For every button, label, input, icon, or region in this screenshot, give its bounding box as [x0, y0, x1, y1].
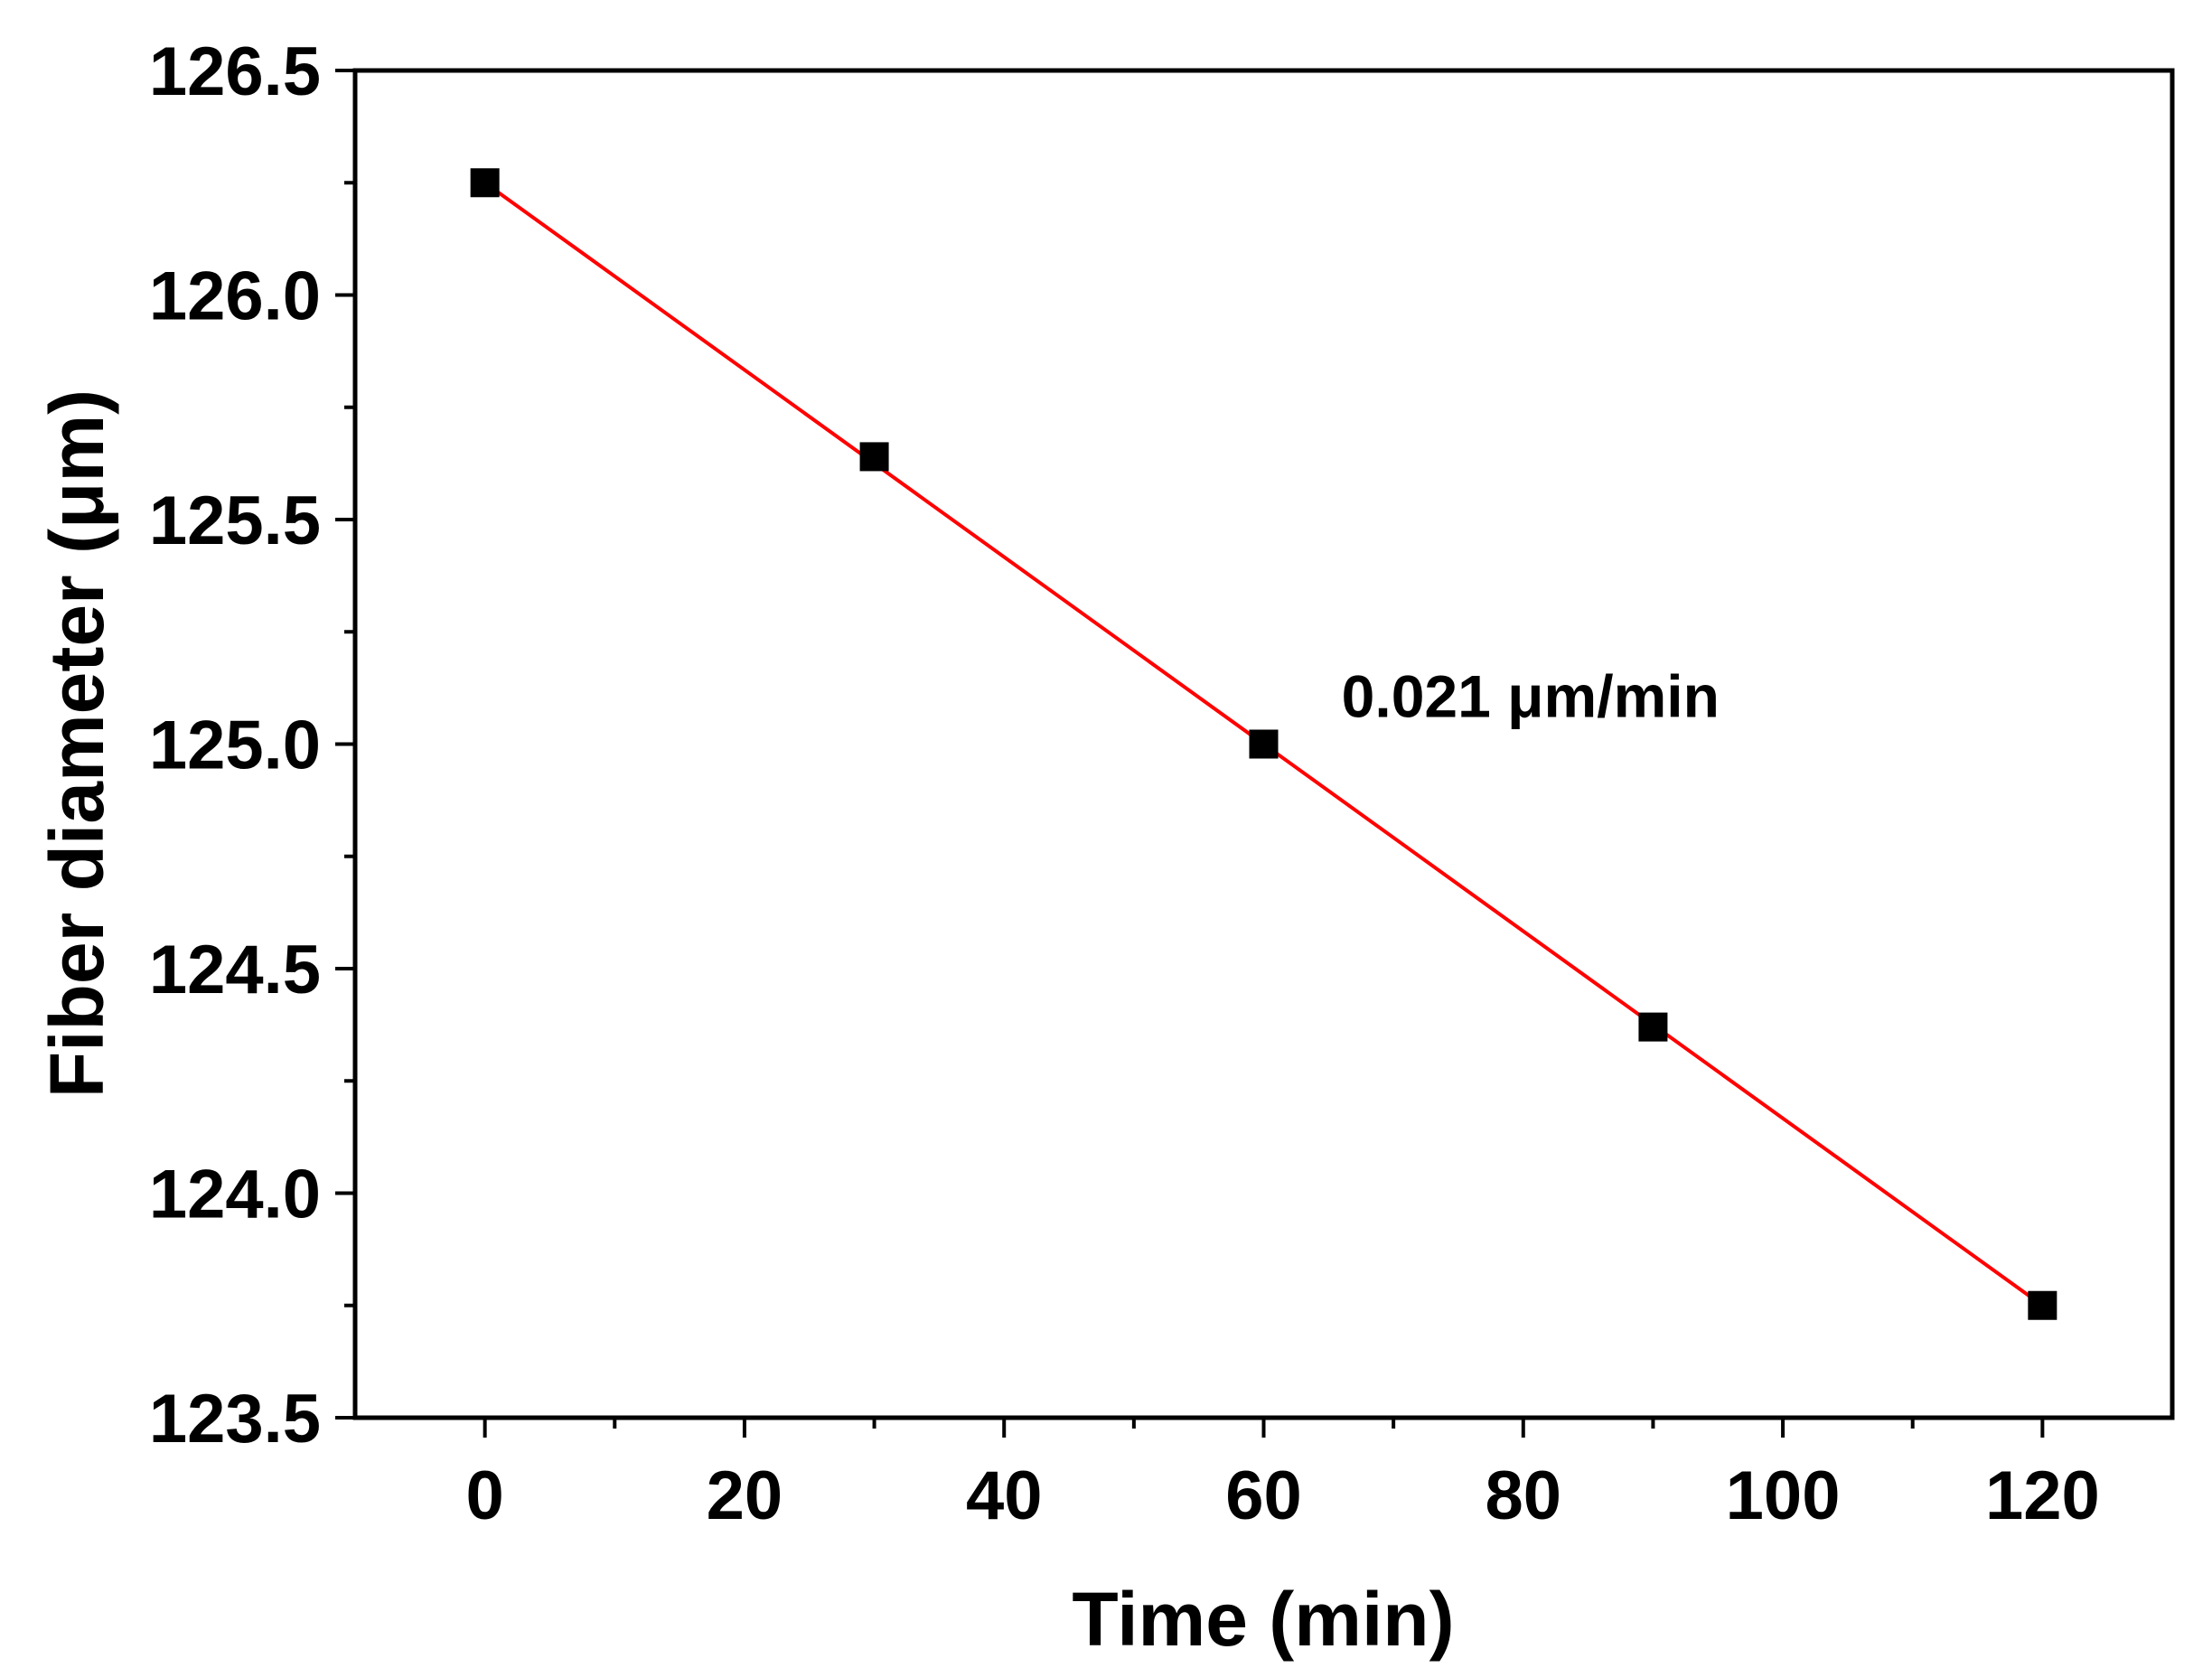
x-tick-label: 60 — [1225, 1457, 1302, 1534]
data-point — [1249, 729, 1279, 759]
y-tick-label: 124.0 — [149, 1157, 321, 1233]
slope-annotation: 0.021 μm/min — [1342, 663, 1720, 730]
y-tick-label: 123.5 — [149, 1381, 321, 1457]
x-tick-label: 0 — [466, 1457, 504, 1534]
data-point — [859, 442, 889, 472]
axis-ticks — [335, 69, 2045, 1438]
x-tick-label: 120 — [1985, 1457, 2100, 1534]
y-tick-label: 125.0 — [149, 707, 321, 784]
data-point — [470, 168, 500, 198]
x-tick-label: 100 — [1726, 1457, 1841, 1534]
data-point — [1638, 1012, 1668, 1042]
y-tick-label: 126.5 — [149, 33, 321, 110]
y-axis-title: Fiber diameter (μm) — [34, 389, 119, 1098]
data-point — [2028, 1290, 2057, 1320]
x-tick-label: 40 — [966, 1457, 1043, 1534]
plot-marks — [470, 168, 2057, 1320]
x-axis-title: Time (min) — [1072, 1577, 1454, 1662]
x-tick-label: 80 — [1486, 1457, 1562, 1534]
y-tick-label: 124.5 — [149, 932, 321, 1008]
y-tick-label: 125.5 — [149, 483, 321, 559]
axis-tick-labels: 0 20 40 60 80 100 120 123.5 124.0 124.5 125.0 125.5… — [149, 33, 2100, 1534]
y-tick-label: 126.0 — [149, 258, 321, 335]
x-tick-label: 20 — [707, 1457, 783, 1534]
